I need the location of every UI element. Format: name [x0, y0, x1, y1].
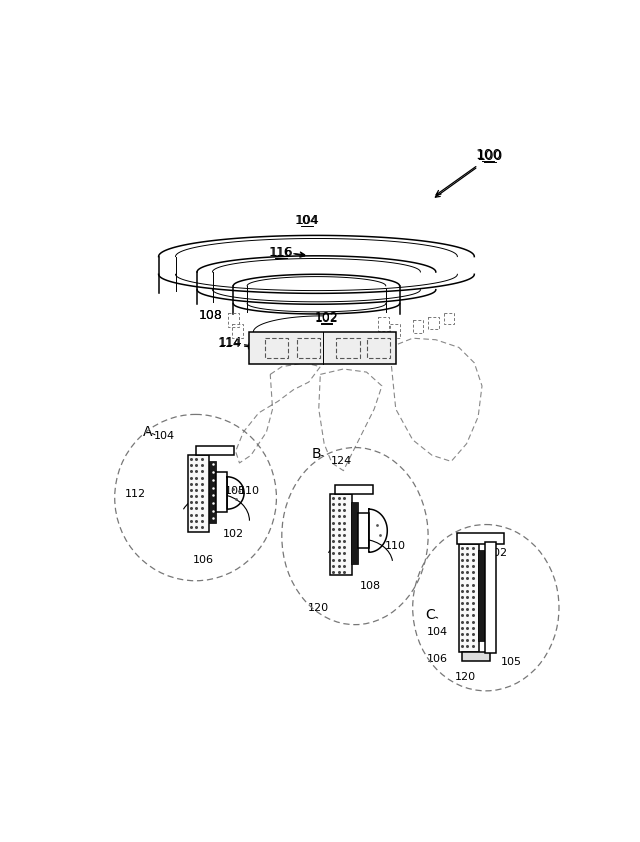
Text: 106: 106	[193, 555, 214, 565]
Bar	[390, 324, 401, 338]
Bar	[216, 472, 227, 512]
Bar	[228, 312, 239, 327]
Text: 120: 120	[308, 603, 330, 613]
Bar	[330, 494, 352, 575]
Bar	[444, 312, 454, 324]
Text: 108: 108	[360, 581, 381, 591]
Text: 108: 108	[199, 309, 223, 322]
Bar	[196, 446, 234, 456]
Text: 114: 114	[218, 336, 242, 349]
Text: 124: 124	[476, 536, 497, 546]
Bar	[378, 317, 389, 331]
Text: 100: 100	[477, 150, 503, 163]
Text: 105: 105	[225, 486, 246, 496]
Bar	[458, 533, 504, 544]
Text: 104: 104	[427, 627, 448, 637]
Bar	[297, 338, 320, 358]
Text: 124: 124	[330, 456, 352, 466]
Bar	[367, 338, 390, 358]
Text: 102: 102	[315, 311, 339, 324]
Bar	[428, 317, 439, 329]
Text: 106: 106	[427, 654, 448, 664]
Bar	[335, 485, 373, 494]
Text: 116: 116	[268, 246, 292, 259]
Text: 110: 110	[385, 541, 406, 552]
Text: 114: 114	[218, 337, 241, 350]
Text: 120: 120	[454, 672, 476, 682]
Bar	[337, 338, 360, 358]
Text: 102: 102	[223, 529, 244, 539]
Text: 116: 116	[270, 246, 294, 259]
Text: 104: 104	[154, 431, 175, 441]
Text: 102: 102	[315, 312, 339, 326]
Bar	[485, 542, 496, 653]
Bar	[358, 513, 369, 547]
Bar	[232, 324, 243, 338]
Text: 102: 102	[487, 548, 508, 558]
Bar	[209, 461, 216, 523]
Text: A: A	[143, 425, 152, 440]
Text: 105: 105	[500, 657, 522, 667]
Bar	[188, 456, 209, 532]
Text: 110: 110	[239, 486, 260, 496]
Bar	[459, 544, 479, 652]
Text: C: C	[426, 609, 435, 622]
Text: B: B	[312, 447, 321, 461]
Bar	[478, 550, 485, 641]
Text: 108: 108	[199, 309, 223, 322]
Text: 100: 100	[475, 148, 501, 162]
Bar	[250, 332, 396, 365]
Bar	[351, 502, 358, 564]
Bar	[413, 321, 424, 333]
Text: 104: 104	[294, 214, 318, 226]
Bar	[265, 338, 288, 358]
Text: 104: 104	[295, 214, 319, 226]
Text: 112: 112	[125, 488, 146, 498]
Bar	[462, 652, 490, 661]
